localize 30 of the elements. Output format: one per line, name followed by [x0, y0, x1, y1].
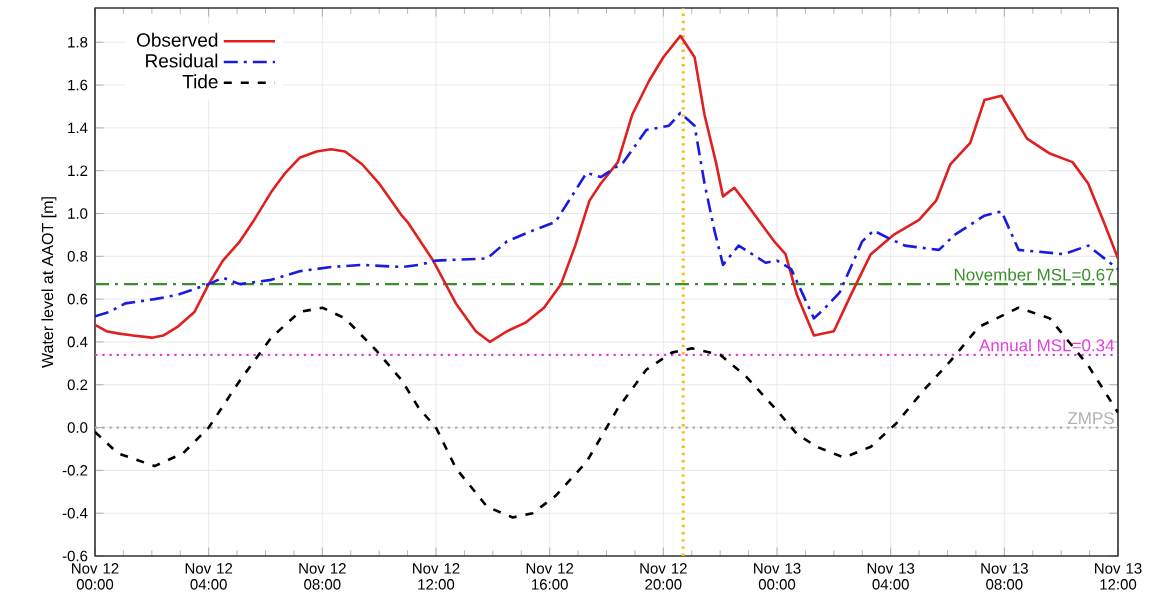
y-tick-label: 0.2	[67, 379, 88, 391]
y-tick-label: 1.2	[68, 165, 88, 176]
x-tick-label: Nov 13 04:00	[867, 563, 915, 590]
y-tick-label: 1.0	[68, 208, 88, 219]
y-tick-label: 1.8	[68, 36, 88, 48]
y-tick-label: 0.6	[67, 293, 88, 305]
x-tick-label: Nov 13 12:00	[1095, 563, 1142, 590]
x-tick-label: Nov 12 12:00	[413, 563, 460, 590]
legend-label: Residual	[146, 53, 218, 68]
legend-label: Tide	[182, 74, 218, 89]
x-tick-label: Nov 13 08:00	[981, 563, 1028, 590]
y-tick-label: 1.6	[68, 79, 88, 91]
x-tick-label: Nov 12 04:00	[185, 563, 233, 590]
y-axis-title: Water level at AAOT [m]	[41, 197, 57, 368]
y-tick-label: -0.4	[62, 507, 88, 519]
ref-line-label: Annual MSL=0.34	[979, 338, 1115, 352]
ref-line-label: November MSL=0.67	[954, 268, 1114, 281]
x-tick-label: Nov 12 16:00	[526, 563, 574, 590]
legend-label: Observed	[137, 32, 218, 47]
y-tick-label: 0.8	[67, 251, 88, 262]
x-tick-label: Nov 12 20:00	[640, 563, 687, 590]
x-tick-label: Nov 12 08:00	[299, 563, 346, 590]
y-tick-label: 0.0	[67, 422, 88, 433]
y-tick-label: -0.2	[62, 465, 88, 476]
y-tick-label: 1.4	[68, 122, 88, 134]
y-tick-label: -0.6	[62, 550, 88, 562]
x-tick-label: Nov 12 00:00	[72, 563, 119, 590]
y-tick-label: 0.4	[67, 336, 88, 348]
x-tick-label: Nov 13 00:00	[754, 563, 801, 590]
ref-line-label: ZMPS	[1067, 412, 1114, 425]
